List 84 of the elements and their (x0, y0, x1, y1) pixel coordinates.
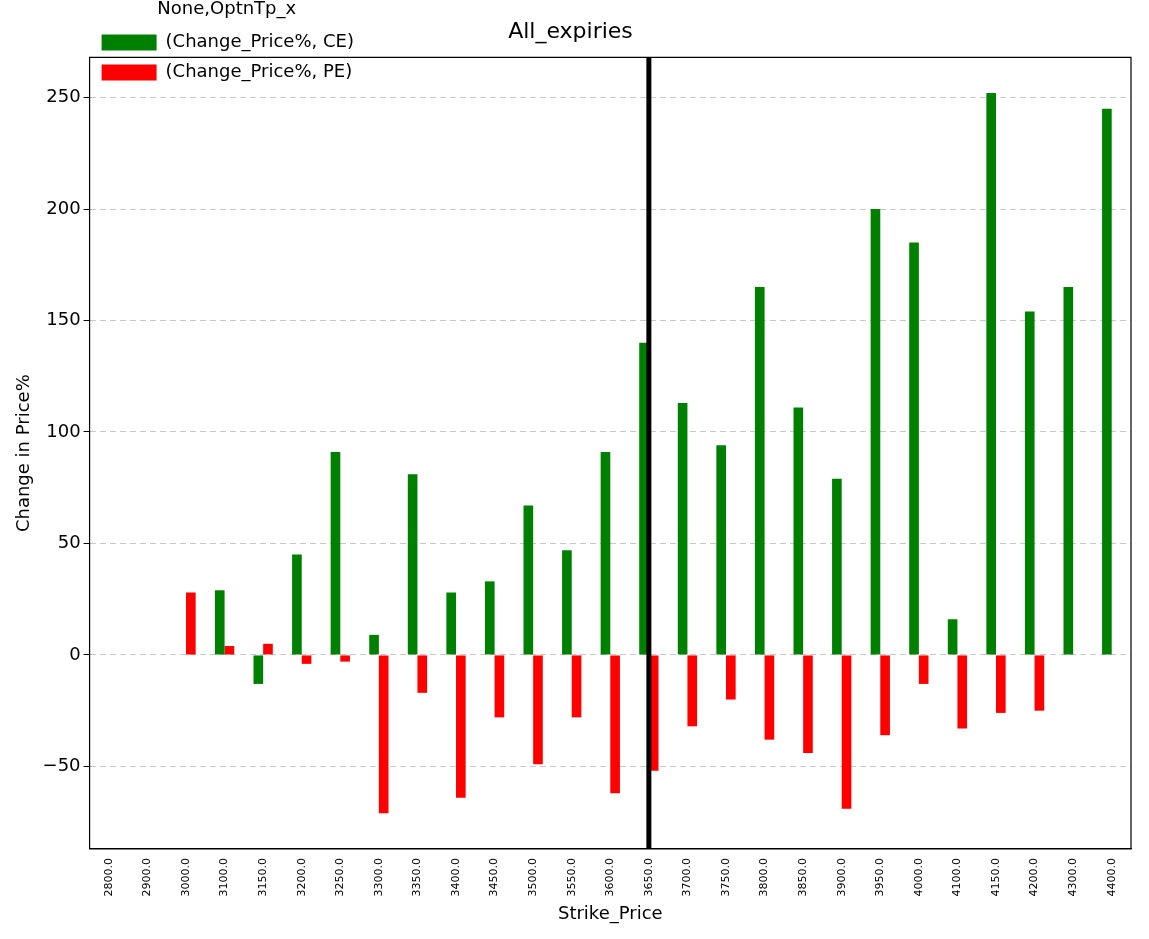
x-tick-label: 3400.0 (448, 857, 462, 897)
bar (369, 634, 379, 655)
bar (562, 550, 572, 655)
bar (484, 581, 495, 655)
bar (957, 655, 968, 729)
bar (726, 655, 736, 700)
legend-label: (Change_Price%, PE) (165, 60, 353, 83)
x-tick-label: 3550.0 (564, 857, 578, 897)
x-tick-label: 3950.0 (873, 857, 887, 897)
bar (571, 655, 582, 718)
legend-label: (Change_Price%, CE) (165, 30, 354, 53)
bar (996, 655, 1006, 713)
bar (417, 655, 428, 693)
bar (870, 209, 881, 655)
y-tick-label: −50 (42, 754, 81, 776)
x-tick-label: 3250.0 (333, 857, 347, 897)
bar (1063, 287, 1074, 655)
x-tick-label: 3100.0 (217, 857, 231, 897)
bar (947, 619, 958, 655)
x-tick-label: 3350.0 (410, 857, 424, 897)
x-tick-label: 3150.0 (256, 857, 270, 897)
x-tick-label: 2800.0 (101, 857, 115, 897)
y-axis-title: Change in Price% (12, 374, 34, 533)
bar (1034, 655, 1045, 711)
x-tick-label: 3800.0 (757, 857, 771, 897)
bar (1102, 108, 1112, 655)
bar (841, 655, 852, 809)
bar (214, 590, 225, 655)
x-tick-label: 3750.0 (718, 857, 732, 897)
x-tick-label: 3500.0 (526, 857, 540, 897)
bar (986, 93, 996, 655)
bar (446, 592, 457, 655)
x-tick-label: 3600.0 (603, 857, 617, 897)
bar (600, 452, 611, 655)
bar (793, 407, 804, 655)
x-tick-label: 3700.0 (680, 857, 694, 897)
x-tick-label: 3650.0 (641, 857, 655, 897)
y-tick-label: 250 (46, 85, 81, 107)
x-tick-label: 3000.0 (178, 857, 192, 897)
chart-title: All_expiries (508, 17, 633, 44)
x-tick-label: 2900.0 (140, 857, 154, 897)
y-tick-label: 200 (46, 196, 81, 218)
bar (523, 505, 534, 655)
x-tick-label: 4300.0 (1066, 857, 1079, 897)
bar (1024, 311, 1035, 655)
bar (716, 445, 727, 655)
bar (340, 655, 350, 662)
bar (186, 592, 196, 655)
y-tick-label: 100 (46, 419, 81, 441)
x-tick-label: 3850.0 (796, 857, 810, 897)
bar (494, 655, 505, 718)
bar (456, 655, 466, 798)
y-tick-label: 0 (69, 642, 81, 664)
bar (880, 655, 890, 736)
x-tick-label: 4200.0 (1027, 857, 1041, 897)
legend-title: None,OptnTp_x (157, 0, 297, 19)
bar (764, 655, 775, 740)
x-tick-label: 3300.0 (371, 857, 385, 897)
x-tick-label: 4150.0 (988, 857, 1002, 897)
bar (263, 643, 273, 655)
bar (803, 655, 813, 754)
bar (330, 452, 341, 655)
x-tick-label: 4100.0 (950, 857, 964, 897)
y-tick-label: 50 (57, 531, 81, 553)
bar (301, 655, 312, 664)
x-tick-label: 4000.0 (911, 857, 925, 897)
bar (754, 287, 765, 655)
bar (533, 655, 543, 765)
x-tick-label: 3450.0 (487, 857, 501, 897)
bar (687, 655, 698, 727)
x-tick-label: 4400.0 (1104, 857, 1118, 897)
bar (407, 474, 418, 655)
y-tick-label: 150 (46, 308, 81, 330)
bar (909, 242, 919, 655)
bar (292, 554, 302, 655)
bar (918, 655, 929, 684)
bar (677, 402, 688, 655)
bar (832, 478, 842, 655)
bar (610, 655, 620, 794)
x-tick-label: 3900.0 (834, 857, 848, 897)
bar (253, 655, 264, 684)
x-tick-label: 3200.0 (294, 857, 308, 897)
bar (378, 655, 389, 814)
x-axis-title: Strike_Price (557, 901, 663, 924)
